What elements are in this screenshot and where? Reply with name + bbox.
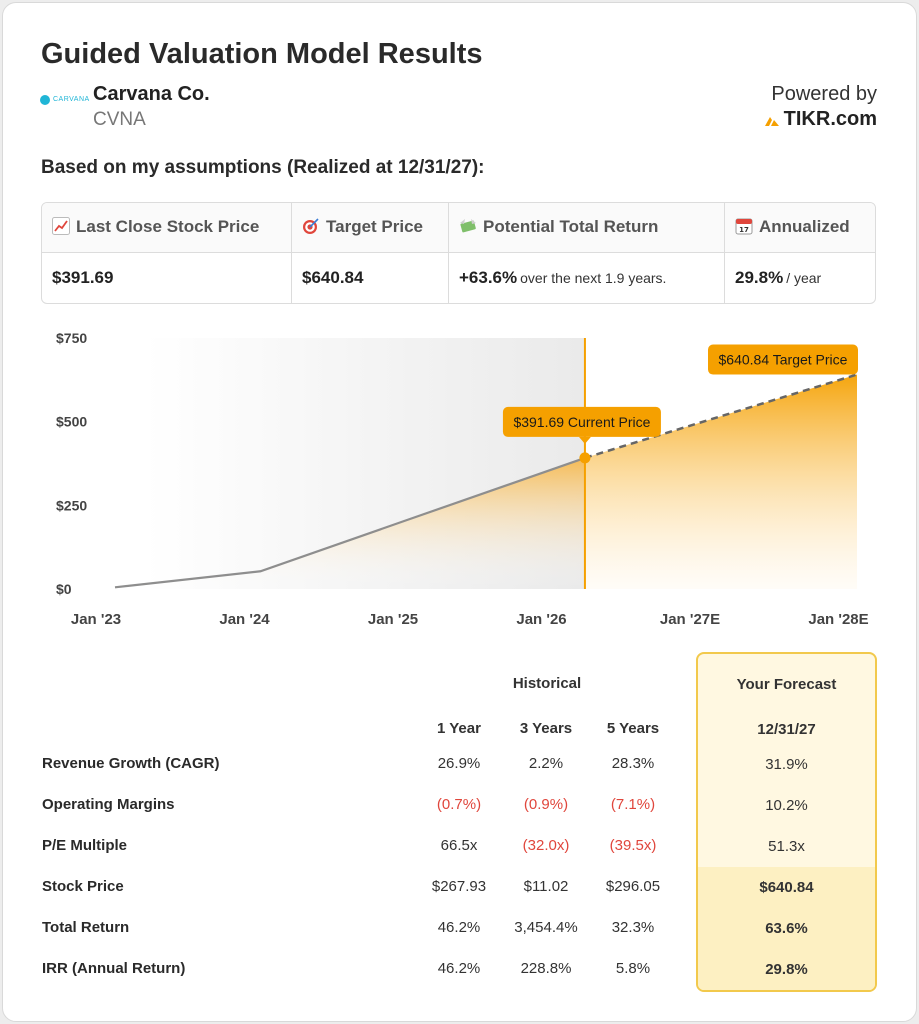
svg-text:17: 17 xyxy=(739,226,749,234)
historical-cell: 5.8% xyxy=(615,960,651,977)
target-price-label: Target Price xyxy=(326,217,424,236)
historical-cell: (32.0x) xyxy=(522,837,570,854)
historical-area xyxy=(115,457,585,589)
forecast-header: Your Forecast xyxy=(736,676,837,693)
x-tick-label: Jan '23 xyxy=(71,611,121,628)
column-3-years: 3 Years xyxy=(519,720,573,737)
target-price-value: $640.84 xyxy=(302,268,364,287)
current-price-label: $391.69 Current Price xyxy=(513,414,650,430)
potential-return-header: Potential Total Return xyxy=(449,203,724,253)
historical-cell: 26.9% xyxy=(437,755,481,772)
company-logo: CARVANA xyxy=(40,95,89,105)
tikr-brand-text: TIKR.com xyxy=(783,108,877,130)
row-label: Stock Price xyxy=(42,878,124,895)
column-5-years: 5 Years xyxy=(606,720,660,737)
x-tick-label: Jan '27E xyxy=(660,611,720,628)
target-price-label: $640.84 Target Price xyxy=(719,352,848,368)
potential-return-label: Potential Total Return xyxy=(483,217,659,236)
current-price-label-box xyxy=(502,406,661,437)
forecast-panel xyxy=(696,652,877,992)
annualized-header: 17 Annualized xyxy=(725,203,875,253)
annualized-value: 29.8% / year xyxy=(725,253,875,288)
summary-table: Last Close Stock Price $391.69 Target Pr… xyxy=(41,202,876,304)
historical-cell: 66.5x xyxy=(440,837,478,854)
historical-cell: $296.05 xyxy=(605,878,661,895)
price-chart: $0 $250 $500 $750 Jan '23 Jan '24 Jan '25 Jan '… xyxy=(56,330,869,628)
forecast-area xyxy=(584,374,857,589)
target-price-column: Target Price $640.84 xyxy=(292,203,449,303)
row-label: Operating Margins xyxy=(42,796,175,813)
last-close-value: $391.69 xyxy=(52,268,114,287)
tikr-brand[interactable]: TIKR.com xyxy=(764,108,877,131)
historical-cell: $267.93 xyxy=(431,878,487,895)
column-1-year: 1 Year xyxy=(437,720,481,737)
row-label: Total Return xyxy=(42,919,130,936)
historical-cell: 28.3% xyxy=(611,755,655,772)
forecast-cell: $640.84 xyxy=(759,879,814,896)
x-tick-label: Jan '28E xyxy=(808,611,868,628)
target-price-header: Target Price xyxy=(292,203,448,253)
x-tick-label: Jan '24 xyxy=(219,611,270,628)
forecast-cell: 10.2% xyxy=(765,797,808,814)
tikr-logo-icon xyxy=(764,117,779,126)
historical-line xyxy=(114,456,586,589)
potential-return-value: +63.6% over the next 1.9 years. xyxy=(449,253,724,288)
x-tick-label: Jan '25 xyxy=(368,611,418,628)
historical-cell: 46.2% xyxy=(437,919,481,936)
forecast-highlight xyxy=(698,867,875,990)
potential-return-column: Potential Total Return +63.6% over the ne… xyxy=(449,203,725,303)
last-close-label: Last Close Stock Price xyxy=(76,217,260,236)
current-price-point xyxy=(579,452,591,464)
x-tick-label: Jan '26 xyxy=(516,611,566,628)
annualized-number: 29.8% xyxy=(735,268,784,287)
chart-increasing-icon xyxy=(52,217,70,235)
calendar-icon: 17 xyxy=(735,218,753,235)
annualized-note: / year xyxy=(786,270,822,286)
forecast-cell: 29.8% xyxy=(765,961,808,978)
potential-return-note: over the next 1.9 years. xyxy=(520,270,667,286)
y-tick-label: $0 xyxy=(56,581,72,597)
last-close-header: Last Close Stock Price xyxy=(42,203,291,253)
forecast-column-date: 12/31/27 xyxy=(757,721,816,738)
row-label: IRR (Annual Return) xyxy=(42,960,186,977)
assumptions-subtitle: Based on my assumptions (Realized at 12/… xyxy=(41,157,485,178)
y-tick-label: $500 xyxy=(56,414,87,430)
forecast-cell: 31.9% xyxy=(765,756,808,773)
historical-cell: 2.2% xyxy=(528,755,564,772)
annualized-column: 17 Annualized 29.8% / year xyxy=(725,203,875,303)
logo-text: CARVANA xyxy=(53,96,90,103)
target-price-label-box xyxy=(708,344,858,375)
forecast-cell: 63.6% xyxy=(765,920,808,937)
potential-return-number: +63.6% xyxy=(459,268,518,287)
row-label: Revenue Growth (CAGR) xyxy=(42,755,220,772)
historical-header: Historical xyxy=(512,675,582,692)
money-wings-icon xyxy=(460,219,476,233)
logo-icon xyxy=(40,95,50,105)
historical-cell: (0.9%) xyxy=(523,796,569,813)
y-tick-label: $750 xyxy=(56,330,87,346)
historical-cell: $11.02 xyxy=(523,878,569,895)
historical-cell: 32.3% xyxy=(611,919,655,936)
row-label: P/E Multiple xyxy=(42,837,128,854)
current-price-label-pointer xyxy=(578,436,591,444)
company-ticker: CVNA xyxy=(93,109,146,130)
company-name: Carvana Co. xyxy=(93,83,210,105)
forecast-cell: 51.3x xyxy=(768,838,805,855)
historical-cell: (7.1%) xyxy=(610,796,656,813)
last-close-column: Last Close Stock Price $391.69 xyxy=(42,203,292,303)
annualized-label: Annualized xyxy=(759,217,850,236)
page-title: Guided Valuation Model Results xyxy=(41,38,483,70)
historical-cell: 3,454.4% xyxy=(514,919,578,936)
target-icon xyxy=(303,218,319,234)
y-tick-label: $250 xyxy=(56,497,87,513)
historical-cell: 46.2% xyxy=(437,960,481,977)
historical-cell: (39.5x) xyxy=(609,837,657,854)
historical-cell: 228.8% xyxy=(520,960,572,977)
historical-cell: (0.7%) xyxy=(436,796,482,813)
powered-by-label: Powered by xyxy=(771,83,877,105)
